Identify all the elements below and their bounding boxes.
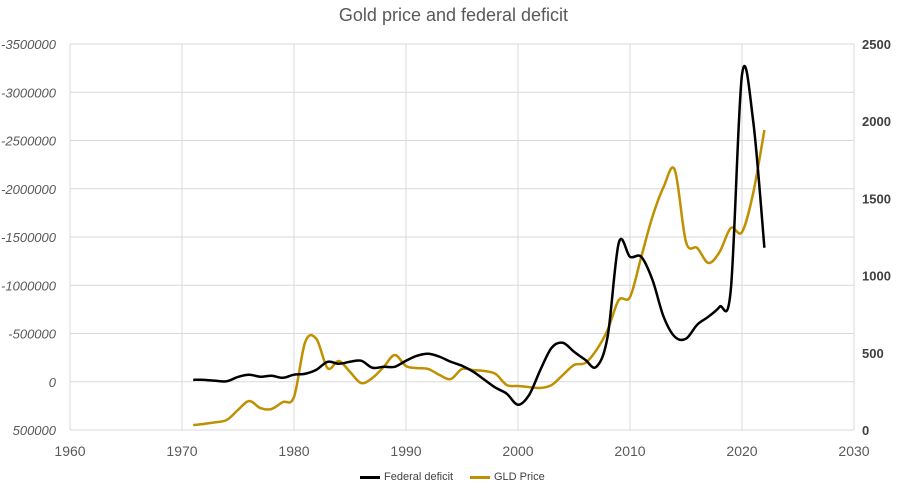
y-left-tick-label: -3000000 <box>1 85 57 100</box>
chart-title: Gold price and federal deficit <box>338 5 569 25</box>
legend-item-federal-deficit: Federal deficit <box>360 471 453 483</box>
y-left-tick-label: -3500000 <box>1 37 57 52</box>
y-right-tick-label: 1500 <box>862 191 891 206</box>
legend-item-gld-price: GLD Price <box>470 471 545 483</box>
y-left-tick-label: -1500000 <box>1 230 57 245</box>
x-tick-label: 2020 <box>726 443 757 459</box>
legend-swatch-gold <box>470 475 490 479</box>
y-left-tick-label: 500000 <box>13 423 57 438</box>
series-line-gld-price <box>193 129 766 427</box>
x-tick-label: 2000 <box>502 443 533 459</box>
legend-label: GLD Price <box>494 471 545 483</box>
legend-label: Federal deficit <box>384 471 454 483</box>
x-tick-label: 2010 <box>614 443 645 459</box>
y-left-tick-label: -500000 <box>8 327 56 342</box>
x-tick-label: 2030 <box>838 443 869 459</box>
y-left-tick-label: -2000000 <box>1 182 57 197</box>
y-right-tick-label: 1000 <box>862 269 891 284</box>
y-right-tick-label: 2000 <box>862 114 891 129</box>
legend-swatch-black <box>360 475 380 479</box>
x-tick-label: 1990 <box>390 443 421 459</box>
x-tick-label: 1960 <box>54 443 85 459</box>
y-left-tick-label: -1000000 <box>1 278 57 293</box>
x-tick-label: 1970 <box>166 443 197 459</box>
y-left-tick-label: 0 <box>49 375 57 390</box>
series-line-federal-deficit <box>193 64 766 406</box>
y-left-tick-label: -2500000 <box>1 134 57 149</box>
y-right-tick-label: 500 <box>862 346 884 361</box>
y-right-tick-label: 2500 <box>862 37 891 52</box>
y-right-tick-label: 0 <box>862 423 869 438</box>
x-tick-label: 1980 <box>278 443 309 459</box>
